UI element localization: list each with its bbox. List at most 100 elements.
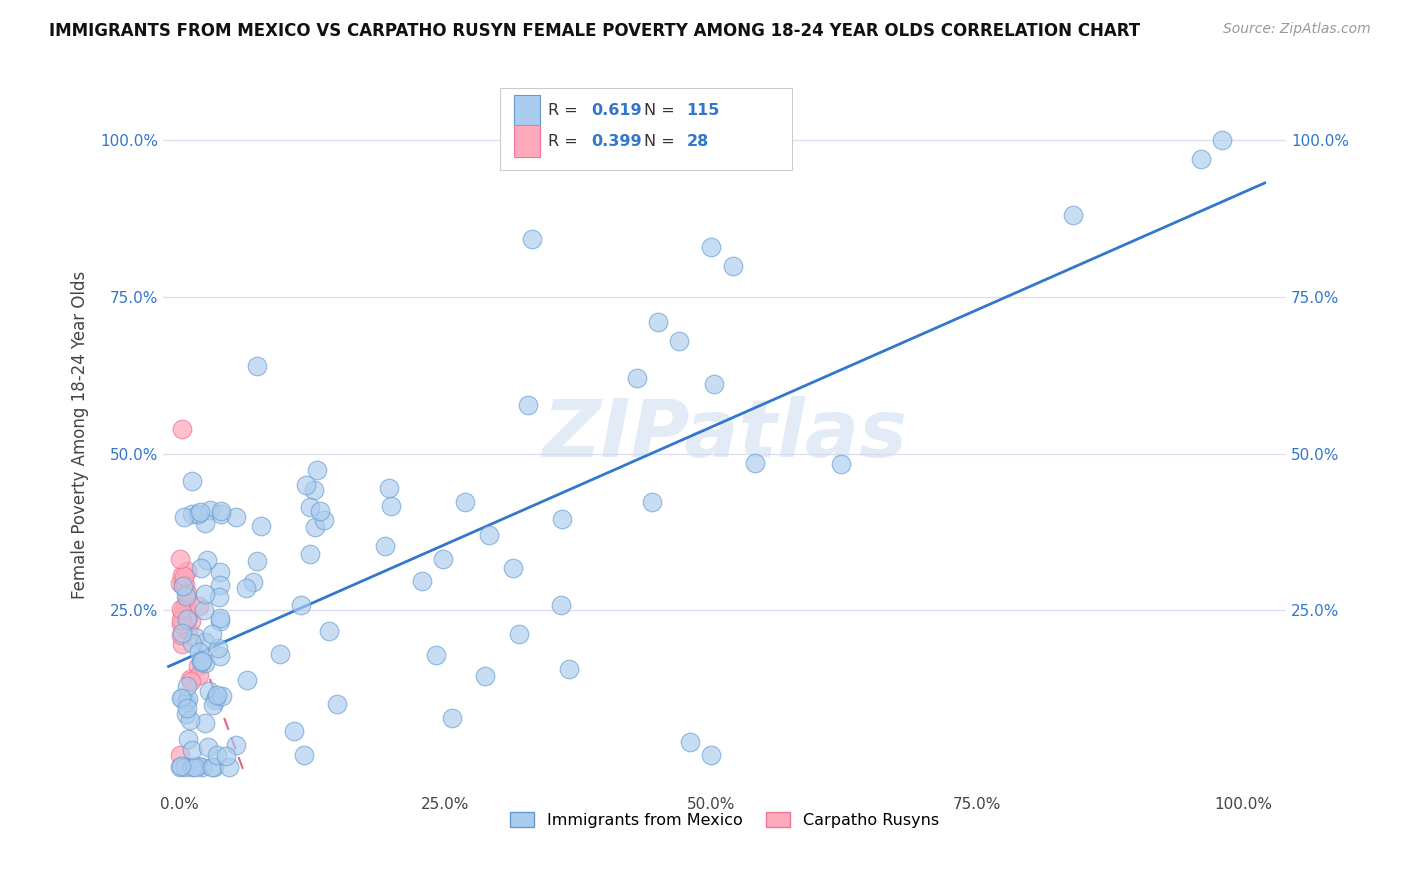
Point: [305, 463, 328, 477]
Point: [202, 760, 225, 774]
Point: [744, 457, 766, 471]
Point: [721, 259, 744, 273]
Point: [204, 693, 226, 707]
Point: [215, 749, 238, 764]
Point: [520, 231, 543, 245]
Point: [207, 640, 229, 655]
Point: [235, 582, 257, 596]
Point: [172, 421, 194, 435]
Point: [170, 690, 193, 705]
Point: [181, 743, 204, 757]
Point: [441, 711, 464, 725]
Point: [188, 668, 211, 682]
Point: [200, 503, 222, 517]
Point: [502, 561, 524, 575]
Point: [180, 614, 202, 628]
Point: [170, 628, 193, 642]
Point: [176, 706, 198, 721]
Text: R =: R =: [548, 134, 583, 149]
Point: [170, 613, 193, 627]
Point: [290, 598, 312, 612]
Point: [283, 724, 305, 739]
Y-axis label: Female Poverty Among 18-24 Year Olds: Female Poverty Among 18-24 Year Olds: [72, 271, 89, 599]
Text: R =: R =: [548, 103, 583, 118]
Point: [191, 654, 214, 668]
Text: 28: 28: [686, 134, 709, 149]
Point: [208, 591, 231, 605]
Text: ZIPatlas: ZIPatlas: [543, 396, 907, 474]
Point: [180, 760, 202, 774]
Point: [679, 735, 702, 749]
Point: [380, 499, 402, 513]
Point: [184, 630, 207, 644]
Point: [176, 602, 198, 616]
Point: [176, 732, 198, 747]
Point: [187, 645, 209, 659]
Text: N =: N =: [644, 103, 679, 118]
Text: 0.399: 0.399: [591, 134, 641, 149]
Point: [170, 605, 193, 619]
Point: [236, 673, 259, 687]
Point: [209, 504, 232, 518]
Point: [550, 598, 572, 612]
Point: [170, 691, 193, 706]
Point: [174, 589, 197, 603]
Point: [201, 698, 224, 712]
Point: [188, 599, 211, 613]
Point: [173, 509, 195, 524]
Point: [205, 690, 228, 704]
Point: [292, 747, 315, 762]
Point: [517, 398, 540, 412]
Point: [211, 690, 233, 704]
Point: [454, 495, 477, 509]
Text: Source: ZipAtlas.com: Source: ZipAtlas.com: [1223, 22, 1371, 37]
Point: [180, 507, 202, 521]
Point: [180, 673, 202, 688]
Point: [190, 655, 212, 669]
Point: [830, 457, 852, 471]
Point: [179, 673, 201, 687]
Point: [170, 626, 193, 640]
Point: [195, 553, 218, 567]
Point: [187, 658, 209, 673]
Point: [1211, 133, 1233, 147]
Point: [209, 610, 232, 624]
Point: [242, 575, 264, 590]
Point: [647, 315, 669, 329]
Point: [249, 519, 271, 533]
Point: [208, 649, 231, 664]
Point: [177, 692, 200, 706]
Point: [700, 747, 723, 762]
Point: [181, 474, 204, 488]
FancyBboxPatch shape: [513, 95, 540, 126]
Point: [184, 760, 207, 774]
Point: [190, 561, 212, 575]
Point: [641, 495, 664, 509]
Point: [269, 647, 291, 661]
Text: IMMIGRANTS FROM MEXICO VS CARPATHO RUSYN FEMALE POVERTY AMONG 18-24 YEAR OLDS CO: IMMIGRANTS FROM MEXICO VS CARPATHO RUSYN…: [49, 22, 1140, 40]
Point: [169, 552, 191, 566]
Point: [197, 739, 219, 754]
Point: [209, 508, 232, 522]
Point: [194, 516, 217, 531]
Point: [209, 565, 232, 579]
Text: 115: 115: [686, 103, 720, 118]
Point: [169, 747, 191, 762]
Point: [187, 759, 209, 773]
Point: [425, 648, 447, 663]
Point: [218, 760, 240, 774]
Point: [1062, 208, 1084, 222]
Point: [170, 617, 193, 632]
Point: [169, 575, 191, 590]
Point: [170, 638, 193, 652]
Text: N =: N =: [644, 134, 679, 149]
Point: [246, 359, 269, 373]
Legend: Immigrants from Mexico, Carpatho Rusyns: Immigrants from Mexico, Carpatho Rusyns: [503, 806, 946, 834]
Point: [188, 505, 211, 519]
FancyBboxPatch shape: [501, 88, 792, 170]
Point: [1189, 152, 1212, 166]
Point: [176, 564, 198, 578]
Point: [318, 624, 340, 638]
Point: [298, 500, 321, 514]
Text: 0.619: 0.619: [591, 103, 641, 118]
